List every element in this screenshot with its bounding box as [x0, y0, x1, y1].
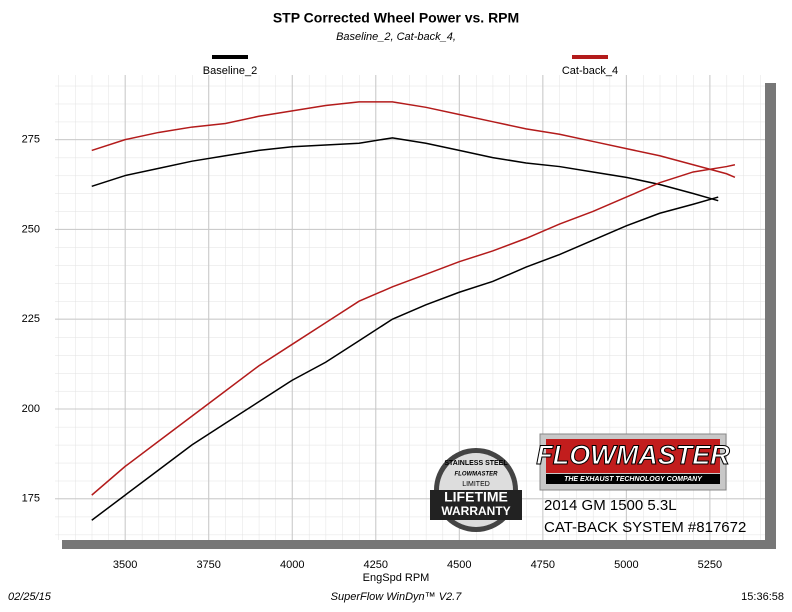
series-line [91, 196, 719, 521]
logo-tagline: THE EXHAUST TECHNOLOGY COMPANY [564, 476, 703, 483]
y-tick-label: 275 [22, 134, 40, 146]
x-tick-label: 3500 [113, 559, 137, 571]
footer-date: 02/25/15 [8, 591, 52, 603]
legend-label: Baseline_2 [203, 65, 257, 77]
system-text: CAT-BACK SYSTEM #817672 [544, 519, 746, 536]
y-tick-label: 200 [22, 403, 40, 415]
logo-brand: FLOWMASTER [536, 440, 730, 470]
badge-limited: LIMITED [462, 481, 490, 488]
vehicle-text: 2014 GM 1500 5.3L [544, 497, 677, 514]
series-line [91, 137, 719, 202]
chart-title: STP Corrected Wheel Power vs. RPM [273, 10, 519, 26]
badge-brand: FLOWMASTER [455, 472, 499, 478]
series-line [91, 101, 736, 179]
x-tick-label: 4000 [280, 559, 304, 571]
series-line [91, 164, 736, 496]
badge-arc: STAINLESS STEEL [444, 460, 508, 467]
footer-software: SuperFlow WinDyn™ V2.7 [331, 591, 463, 603]
badge-line2: WARRANTY [441, 504, 510, 518]
x-tick-label: 4500 [447, 559, 471, 571]
flowmaster-logo: FLOWMASTER THE EXHAUST TECHNOLOGY COMPAN… [536, 433, 746, 536]
legend-label: Cat-back_4 [562, 65, 618, 77]
x-tick-label: 5000 [614, 559, 638, 571]
badge-line1: LIFETIME [444, 489, 508, 505]
warranty-badge: STAINLESS STEEL FLOWMASTER LIMITED LIFET… [430, 448, 522, 532]
y-tick-label: 250 [22, 223, 40, 235]
footer-time: 15:36:58 [741, 591, 784, 603]
x-tick-label: 3750 [196, 559, 220, 571]
x-axis-label: EngSpd RPM [363, 572, 430, 584]
y-tick-label: 175 [22, 493, 40, 505]
x-tick-label: 5250 [698, 559, 722, 571]
y-tick-label: 225 [22, 313, 40, 325]
x-tick-label: 4250 [364, 559, 388, 571]
chart-subtitle: Baseline_2, Cat-back_4, [336, 31, 456, 43]
x-tick-label: 4750 [531, 559, 555, 571]
